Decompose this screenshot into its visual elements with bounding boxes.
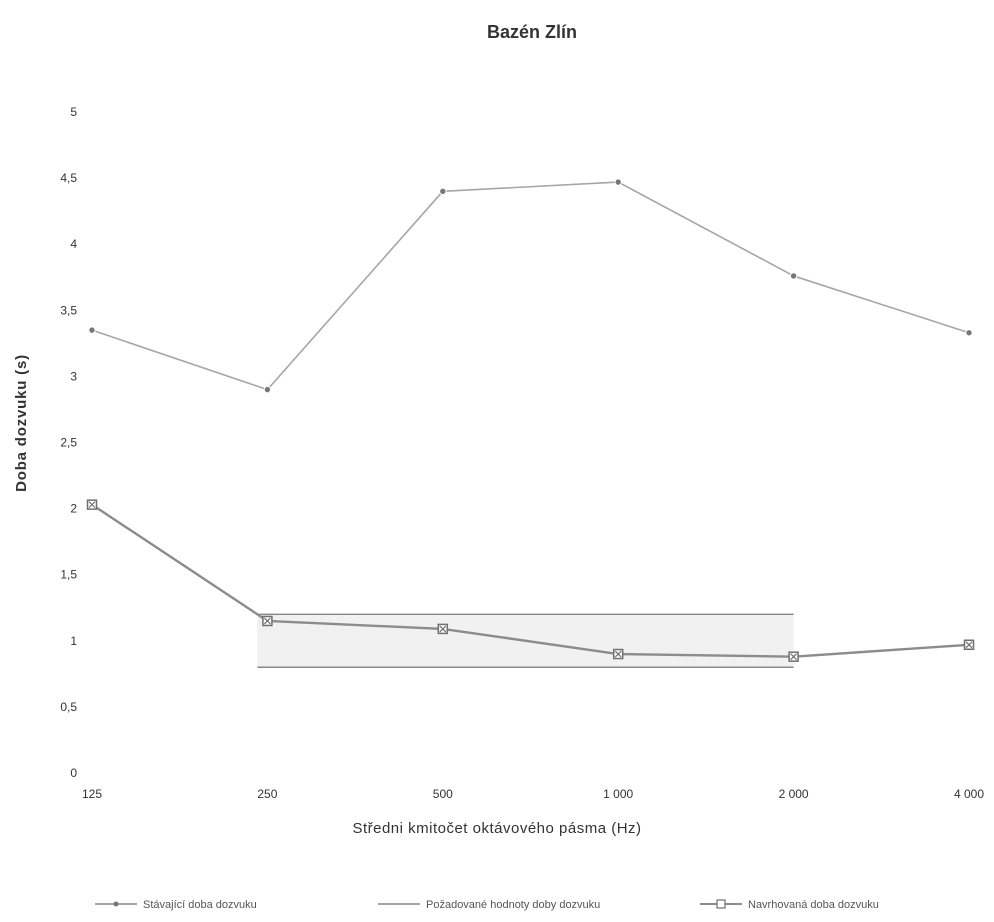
legend-label: Požadované hodnoty doby dozvuku xyxy=(426,899,600,911)
x-axis-ticks: 125 250 500 1 000 2 000 4 000 xyxy=(82,787,984,801)
y-tick-label: 3,5 xyxy=(60,303,77,317)
data-point-mark-2 xyxy=(965,641,973,649)
series-line-0 xyxy=(91,181,970,391)
data-point-0 xyxy=(789,272,798,280)
data-point-mark-2 xyxy=(790,653,798,661)
x-axis-label: Středni kmitočet oktávového pásma (Hz) xyxy=(352,820,641,837)
x-tick-label: 1 000 xyxy=(603,787,633,801)
data-point-mark-2 xyxy=(263,617,271,625)
y-tick-label: 5 xyxy=(70,105,77,119)
y-tick-label: 4 xyxy=(70,237,77,251)
y-tick-label: 0,5 xyxy=(60,700,77,714)
legend-swatch-marker xyxy=(716,899,726,909)
data-point-0 xyxy=(263,385,272,394)
legend-label: Navrhovaná doba dozvuku xyxy=(748,899,879,911)
y-tick-label: 0 xyxy=(70,766,77,780)
data-point-0 xyxy=(614,178,622,186)
data-point-mark-2 xyxy=(439,625,447,633)
x-tick-label: 500 xyxy=(433,787,453,801)
x-tick-label: 125 xyxy=(82,787,102,801)
series-line-2 xyxy=(91,503,970,658)
y-tick-label: 1,5 xyxy=(60,568,77,582)
y-tick-label: 1 xyxy=(70,634,77,648)
legend-label: Stávající doba dozvuku xyxy=(143,899,257,911)
chart-title: Bazén Zlín xyxy=(487,22,577,42)
y-tick-label: 2 xyxy=(70,502,77,516)
legend-swatch-marker xyxy=(113,901,119,907)
x-tick-label: 4 000 xyxy=(954,787,984,801)
series-lines xyxy=(86,178,975,662)
y-tick-label: 3 xyxy=(70,369,77,383)
y-axis-label: Doba dozvuku (s) xyxy=(13,354,30,492)
data-point-0 xyxy=(439,187,447,196)
y-axis-ticks: 0 0,5 1 1,5 2 2,5 3 3,5 4 4,5 5 xyxy=(60,105,77,780)
y-tick-label: 4,5 xyxy=(60,171,77,185)
data-point-0 xyxy=(88,326,96,334)
x-tick-label: 2 000 xyxy=(779,787,809,801)
data-point-0 xyxy=(965,329,973,337)
y-tick-label: 2,5 xyxy=(60,436,77,450)
data-point-mark-2 xyxy=(88,501,96,509)
x-tick-label: 250 xyxy=(257,787,277,801)
data-point-mark-2 xyxy=(614,650,622,658)
legend: Stávající doba dozvuku Požadované hodnoty… xyxy=(95,899,879,911)
